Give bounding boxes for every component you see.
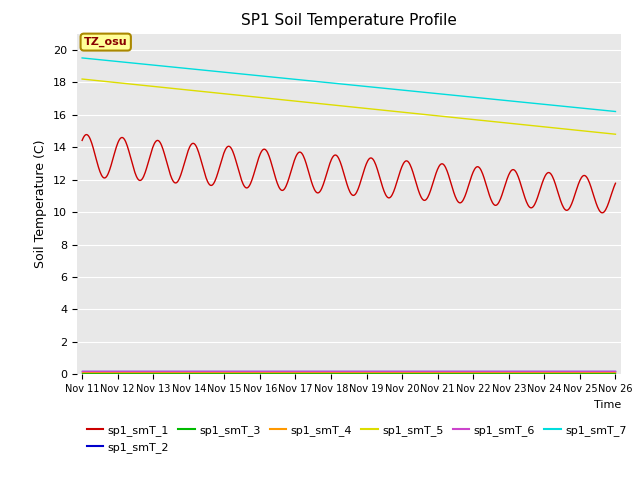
sp1_smT_6 (88, 368, 95, 374)
X-axis label: Time: Time (593, 400, 621, 409)
sp1_smT_2 (88, 369, 95, 374)
sp1_smT_6 (413, 368, 421, 374)
Line: sp1_smT_5: sp1_smT_5 (82, 79, 616, 134)
sp1_smT_1 (83, 132, 90, 137)
sp1_smT_6 (429, 368, 437, 374)
sp1_smT_7 (225, 70, 233, 75)
Legend: sp1_smT_1, sp1_smT_2, sp1_smT_3, sp1_smT_4, sp1_smT_5, sp1_smT_6, sp1_smT_7: sp1_smT_1, sp1_smT_2, sp1_smT_3, sp1_smT… (83, 421, 631, 457)
sp1_smT_6 (225, 368, 233, 374)
sp1_smT_4 (88, 369, 95, 375)
sp1_smT_7 (413, 89, 421, 95)
sp1_smT_3 (88, 370, 95, 376)
sp1_smT_7 (143, 61, 150, 67)
sp1_smT_3 (612, 370, 620, 376)
sp1_smT_4 (429, 369, 437, 375)
sp1_smT_2 (429, 369, 437, 374)
sp1_smT_2 (612, 369, 620, 374)
sp1_smT_3 (413, 370, 421, 376)
sp1_smT_1 (612, 180, 620, 186)
sp1_smT_5 (143, 83, 150, 89)
sp1_smT_1 (414, 187, 422, 192)
sp1_smT_3 (225, 370, 233, 376)
sp1_smT_7 (612, 108, 620, 114)
sp1_smT_4 (78, 369, 86, 375)
sp1_smT_4 (413, 369, 421, 375)
sp1_smT_6 (197, 368, 205, 374)
sp1_smT_3 (78, 370, 86, 376)
sp1_smT_1 (198, 159, 205, 165)
sp1_smT_5 (78, 76, 86, 82)
Title: SP1 Soil Temperature Profile: SP1 Soil Temperature Profile (241, 13, 457, 28)
Line: sp1_smT_7: sp1_smT_7 (82, 58, 616, 111)
sp1_smT_1 (430, 178, 438, 183)
sp1_smT_6 (78, 368, 86, 374)
sp1_smT_5 (612, 132, 620, 137)
sp1_smT_7 (78, 55, 86, 61)
sp1_smT_2 (413, 369, 421, 374)
sp1_smT_4 (143, 369, 150, 375)
Text: TZ_osu: TZ_osu (84, 37, 127, 47)
sp1_smT_5 (429, 112, 437, 118)
sp1_smT_7 (429, 90, 437, 96)
sp1_smT_4 (612, 369, 620, 375)
sp1_smT_2 (78, 369, 86, 374)
sp1_smT_1 (89, 143, 97, 148)
sp1_smT_1 (78, 137, 86, 143)
sp1_smT_5 (197, 88, 205, 94)
Y-axis label: Soil Temperature (C): Soil Temperature (C) (35, 140, 47, 268)
sp1_smT_7 (197, 67, 205, 73)
sp1_smT_1 (598, 210, 606, 216)
Line: sp1_smT_1: sp1_smT_1 (82, 134, 616, 213)
sp1_smT_3 (197, 370, 205, 376)
sp1_smT_5 (88, 77, 95, 83)
sp1_smT_4 (197, 369, 205, 375)
sp1_smT_2 (197, 369, 205, 374)
sp1_smT_5 (225, 91, 233, 97)
sp1_smT_1 (226, 144, 234, 149)
sp1_smT_3 (143, 370, 150, 376)
sp1_smT_6 (612, 368, 620, 374)
sp1_smT_2 (225, 369, 233, 374)
sp1_smT_6 (143, 368, 150, 374)
sp1_smT_4 (225, 369, 233, 375)
sp1_smT_2 (143, 369, 150, 374)
sp1_smT_1 (143, 162, 151, 168)
sp1_smT_3 (429, 370, 437, 376)
sp1_smT_5 (413, 111, 421, 117)
sp1_smT_7 (88, 56, 95, 62)
